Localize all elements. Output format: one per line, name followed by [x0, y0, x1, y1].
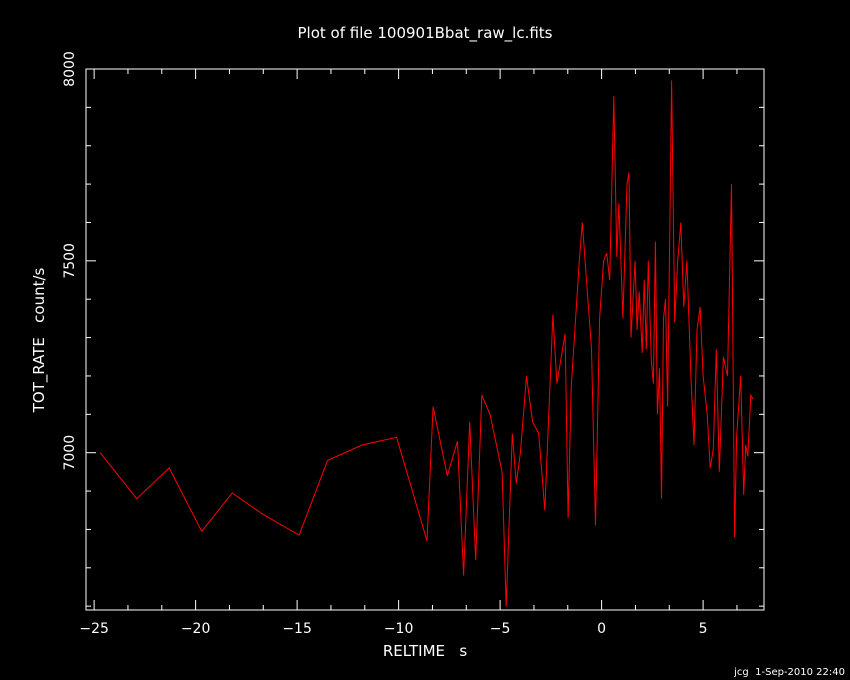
chart-title: Plot of file 100901Bbat_raw_lc.fits: [298, 24, 553, 43]
x-axis-tick-labels: −25 −20 −15 −10 −5 0 5: [79, 621, 707, 637]
y-tick-label: 8000: [62, 51, 78, 87]
x-tick-label: −15: [282, 621, 312, 637]
y-axis-ticks: [86, 68, 764, 607]
x-axis-label: RELTIME s: [383, 642, 468, 660]
x-tick-label: −20: [181, 621, 211, 637]
x-tick-label: −10: [384, 621, 414, 637]
x-tick-label: 0: [597, 621, 606, 637]
plot-frame: [85, 68, 765, 611]
y-axis-label: TOT_RATE count/s: [30, 267, 49, 413]
y-tick-label: 7000: [62, 435, 78, 471]
series-group: [99, 80, 754, 607]
x-tick-label: 5: [699, 621, 708, 637]
series-line: [99, 80, 754, 607]
y-tick-label: 7500: [62, 243, 78, 279]
y-axis-tick-labels: 7000 7500 8000: [62, 51, 78, 470]
x-axis-ticks: [93, 69, 738, 610]
x-tick-label: −5: [490, 621, 511, 637]
x-tick-label: −25: [79, 621, 109, 637]
footer-stamp: jcg 1-Sep-2010 22:40: [733, 667, 845, 678]
